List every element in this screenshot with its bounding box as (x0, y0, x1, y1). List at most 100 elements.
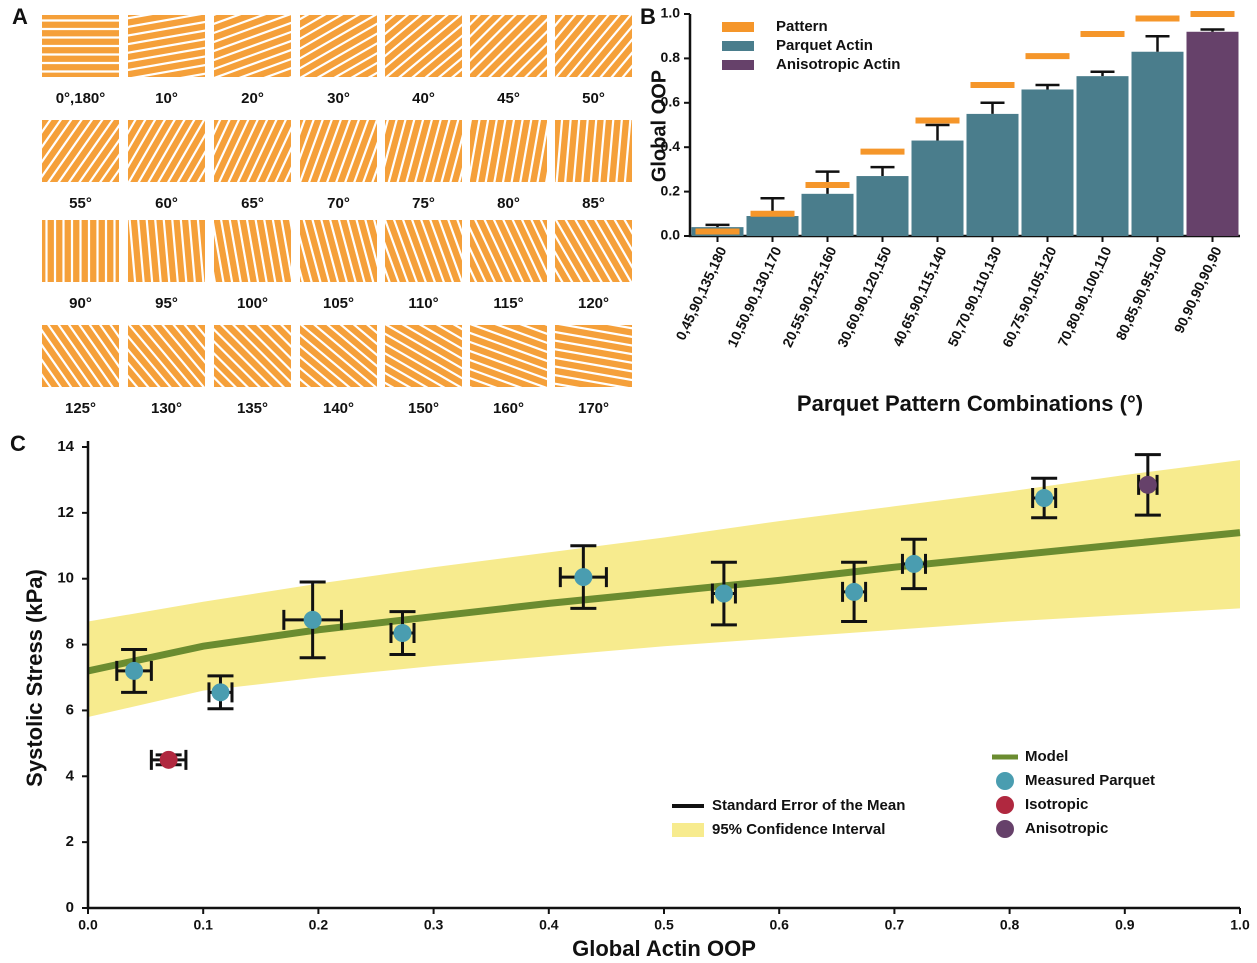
y-tick-label: 2 (66, 833, 74, 850)
legend-swatch (722, 22, 754, 32)
pattern-label: 140° (323, 400, 354, 417)
y-tick-label: 10 (57, 570, 74, 587)
x-tick-label: 0.9 (1115, 917, 1135, 933)
pattern-label: 10° (155, 90, 178, 107)
x-tick-label: 0.3 (424, 917, 444, 933)
x-tick-label: 20,55,90,125,160 (779, 244, 840, 350)
legend-swatch (996, 796, 1014, 814)
data-point (211, 683, 229, 701)
legend-label: Pattern (776, 18, 828, 35)
legend-swatch (996, 772, 1014, 790)
x-tick-label: 0.0 (78, 917, 98, 933)
x-tick-label: 0,45,90,135,180 (672, 244, 729, 343)
pattern-label: 90° (69, 295, 92, 312)
x-tick-label: 0.4 (539, 917, 559, 933)
pattern-label: 70° (327, 195, 350, 212)
x-tick-label: 0.7 (885, 917, 905, 933)
legend-label: Parquet Actin (776, 37, 873, 54)
panel-label: B (640, 4, 656, 29)
pattern-label: 110° (408, 295, 438, 312)
x-tick-label: 10,50,90,130,170 (724, 244, 785, 350)
legend-label: Anisotropic Actin (776, 56, 900, 73)
x-tick-label: 70,80,90,100,110 (1054, 244, 1114, 349)
pattern-label: 170° (578, 400, 609, 417)
pattern-label: 150° (408, 400, 439, 417)
pattern-label: 30° (327, 90, 350, 107)
pattern-label: 160° (493, 400, 524, 417)
pattern-label: 125° (65, 400, 96, 417)
pattern-label: 130° (151, 400, 182, 417)
error-bar (706, 225, 730, 227)
pattern-label: 80° (497, 195, 520, 212)
x-axis-label: Global Actin OOP (572, 936, 756, 961)
pattern-label: 95° (155, 295, 178, 312)
plots: 0°,180°10°20°30°40°45°50°55°60°65°70°75°… (0, 0, 1250, 933)
pattern-label: 105° (323, 295, 354, 312)
data-point (715, 585, 733, 603)
x-tick-label: 0.2 (309, 917, 329, 933)
bar (1077, 76, 1129, 236)
figure: A B C Global OOP Parquet Pattern Combina… (0, 0, 1257, 963)
legend-swatch (996, 820, 1014, 838)
bar (967, 114, 1019, 236)
pattern-label: 55° (69, 195, 92, 212)
data-point (845, 583, 863, 601)
pattern-label: 45° (497, 90, 520, 107)
bar (1022, 89, 1074, 236)
x-tick-label: 80,85,90,95,100 (1112, 244, 1169, 343)
x-tick-label: 0.5 (654, 917, 674, 933)
bar (1187, 32, 1239, 236)
x-tick-label: 50,70,90,110,130 (944, 244, 1004, 349)
y-tick-label: 0.8 (661, 49, 681, 65)
legend-label: 95% Confidence Interval (712, 821, 885, 838)
y-tick-label: 12 (57, 504, 74, 521)
data-point (574, 568, 592, 586)
legend-swatch (722, 60, 754, 70)
y-tick-label: 0.2 (661, 182, 681, 198)
bar (747, 216, 799, 236)
y-tick-label: 14 (57, 438, 74, 455)
error-bar (981, 103, 1005, 114)
y-tick-label: 6 (66, 701, 74, 718)
legend-swatch (722, 41, 754, 51)
panel-label: A (12, 4, 28, 29)
panel-label: C (10, 431, 26, 456)
x-tick-label: 30,60,90,120,150 (834, 244, 895, 350)
error-bar (926, 125, 950, 141)
legend-label: Isotropic (1025, 796, 1088, 813)
data-point (160, 751, 178, 769)
data-point (393, 624, 411, 642)
x-tick-label: 0.6 (769, 917, 789, 933)
y-axis-label: Systolic Stress (kPa) (22, 569, 47, 787)
pattern-label: 0°,180° (56, 90, 106, 107)
data-point (1035, 489, 1053, 507)
legend-label: Standard Error of the Mean (712, 797, 905, 814)
data-point (1139, 476, 1157, 494)
legend-label: Model (1025, 748, 1068, 765)
bar (857, 176, 909, 236)
x-tick-label: 0.1 (193, 917, 213, 933)
legend-label: Measured Parquet (1025, 772, 1155, 789)
pattern-label: 85° (582, 195, 605, 212)
error-bar (1036, 85, 1060, 89)
error-bar (1201, 30, 1225, 32)
pattern-label: 100° (237, 295, 268, 312)
y-tick-label: 1.0 (661, 5, 681, 21)
y-tick-label: 0.6 (661, 94, 681, 110)
x-tick-label: 0.8 (1000, 917, 1020, 933)
pattern-label: 60° (155, 195, 178, 212)
bar (912, 141, 964, 236)
legend-swatch (672, 823, 704, 837)
y-axis-label: Global OOP (648, 70, 670, 182)
error-bar (1146, 36, 1170, 52)
y-tick-label: 4 (66, 767, 75, 784)
legend-label: Anisotropic (1025, 820, 1108, 837)
bar (1132, 52, 1184, 236)
data-point (905, 555, 923, 573)
pattern-label: 40° (412, 90, 435, 107)
pattern-label: 135° (237, 400, 268, 417)
data-point (304, 611, 322, 629)
error-bar (1091, 72, 1115, 76)
pattern-label: 50° (582, 90, 605, 107)
pattern-label: 20° (241, 90, 264, 107)
